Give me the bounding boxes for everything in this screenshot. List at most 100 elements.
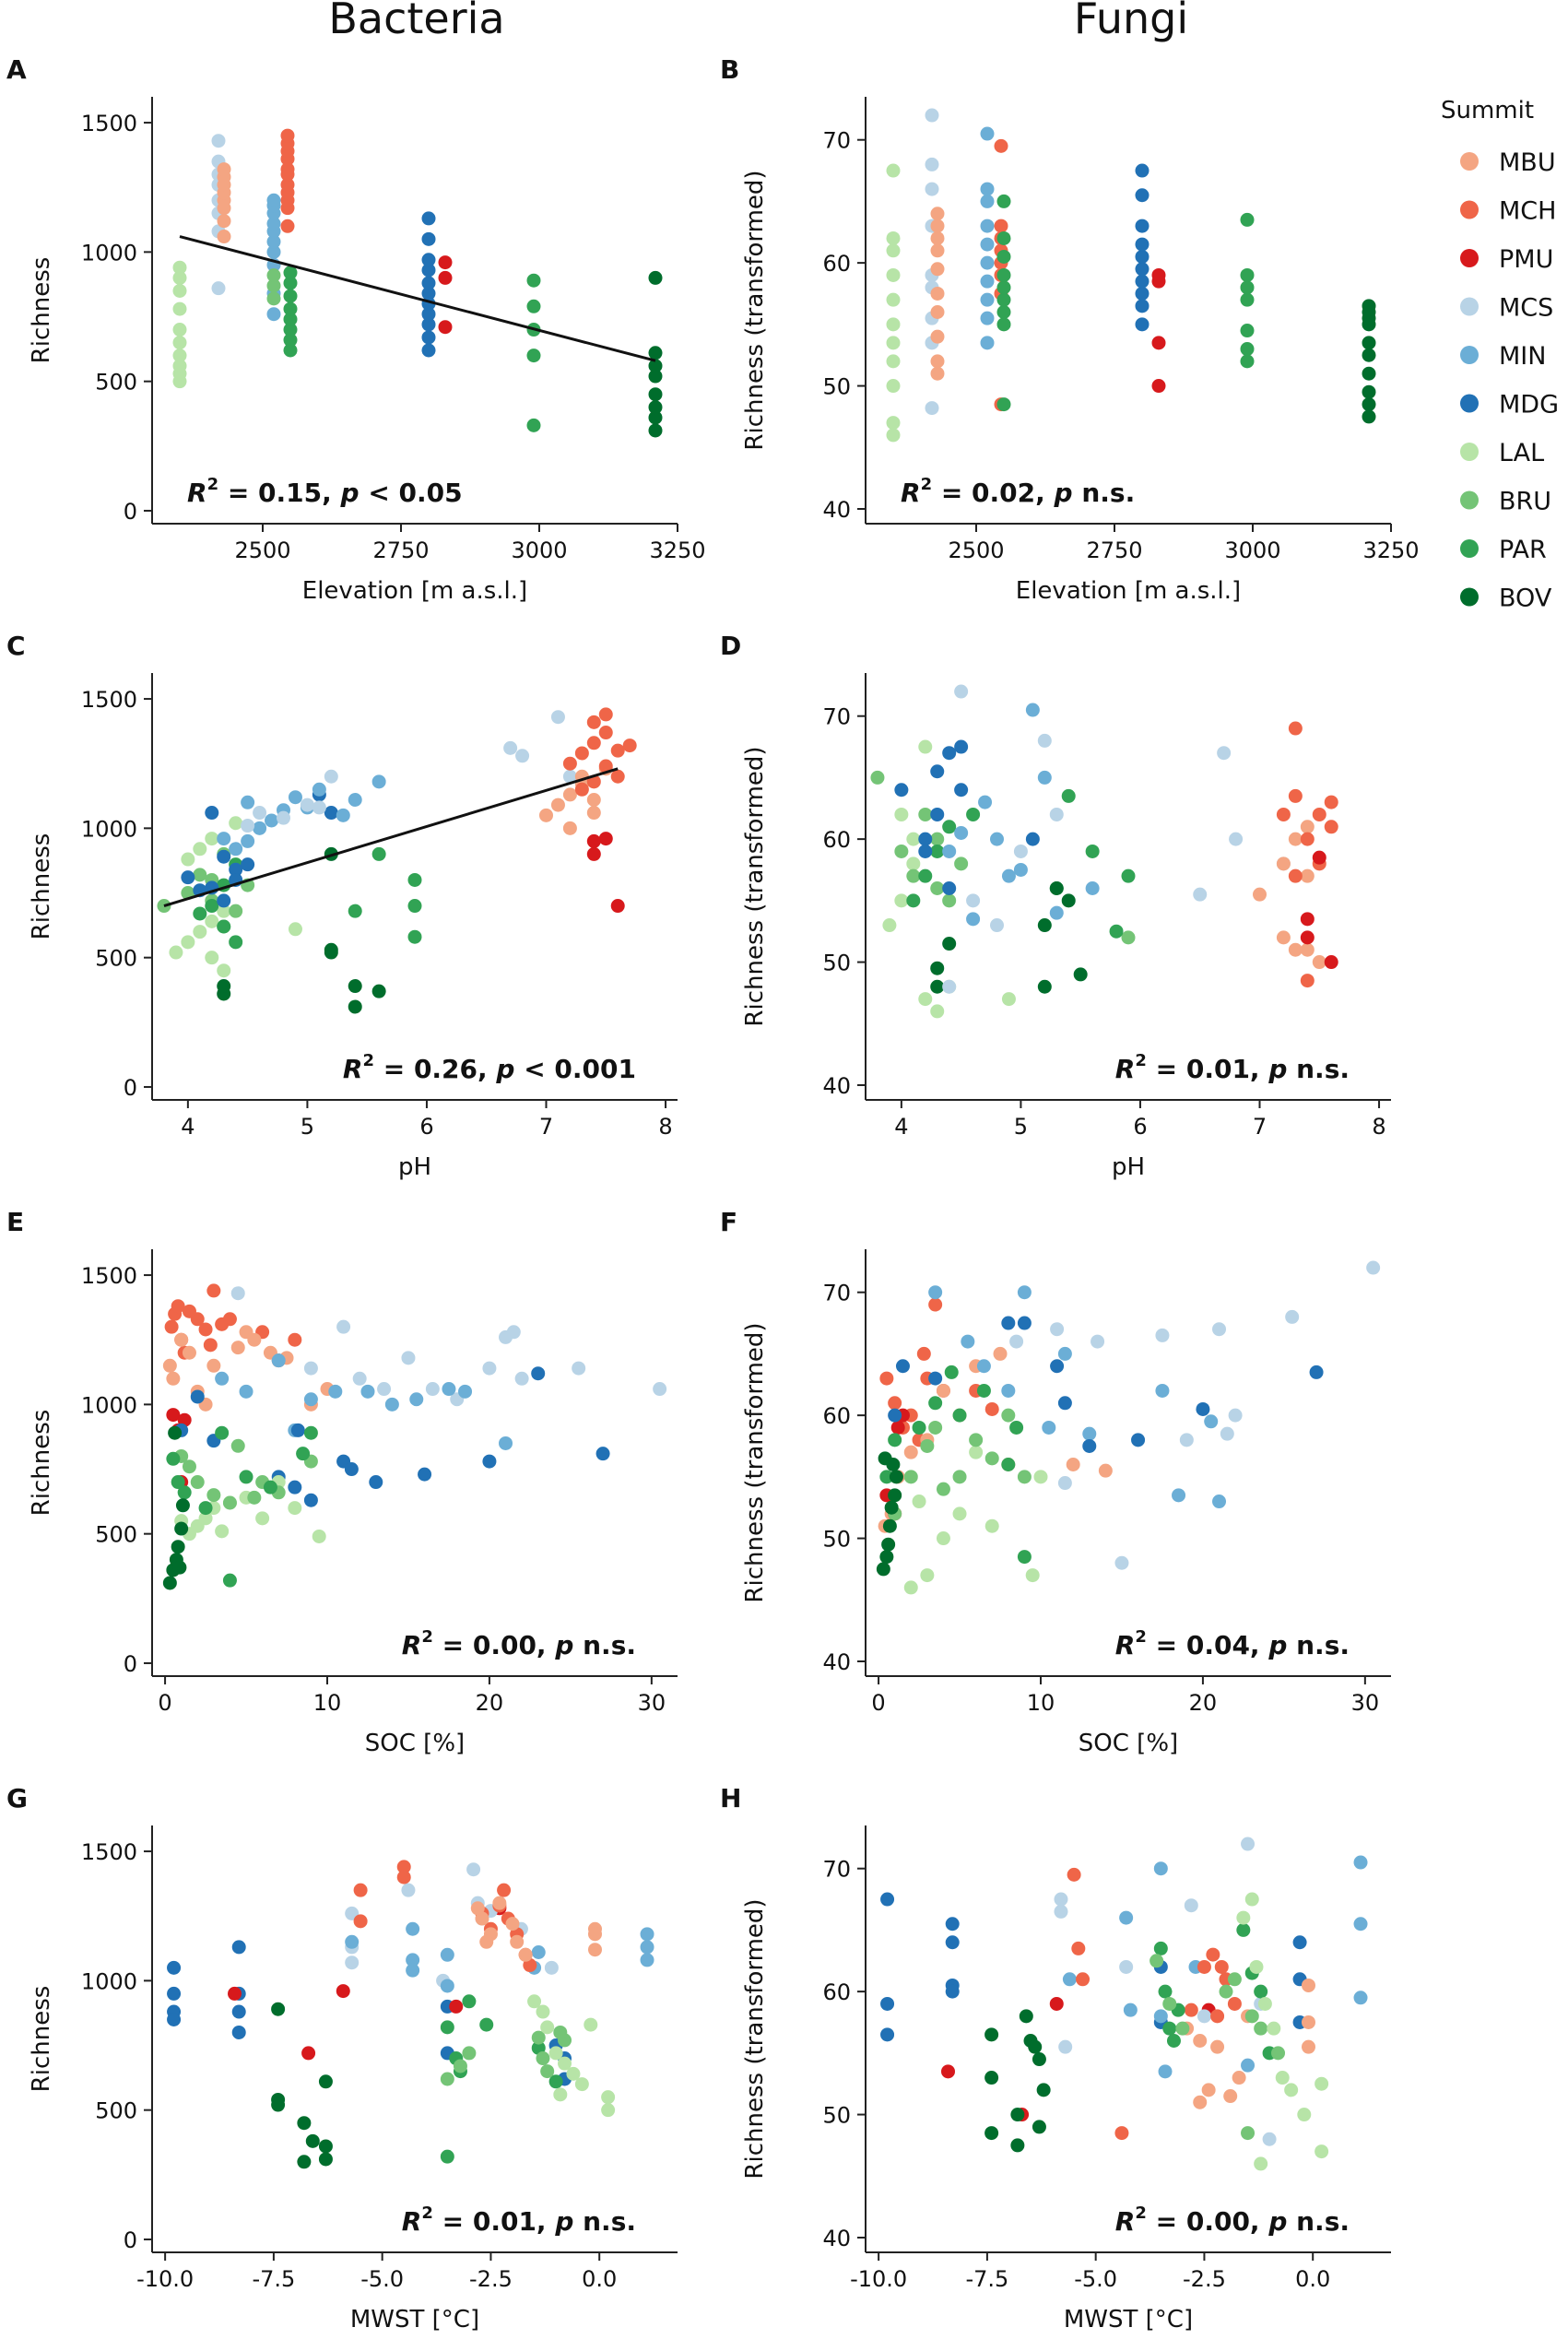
- panel-h-y-tick-label: 60: [822, 1979, 851, 2005]
- panel-a-point-lal: [172, 270, 187, 285]
- panel-g-point-min: [406, 1921, 420, 1936]
- panel-a-point-bov: [648, 270, 663, 285]
- panel-a-point-bov: [648, 346, 663, 360]
- panel-b-point-lal: [886, 163, 901, 178]
- panel-a-point-par: [283, 301, 298, 316]
- panel-d-point-mdg: [1025, 832, 1040, 846]
- panel-e-point-mcs: [352, 1371, 367, 1386]
- panel-f-point-mbu: [903, 1445, 918, 1459]
- panel-h-point-mch: [1184, 2002, 1198, 2017]
- panel-c-point-min: [288, 790, 302, 805]
- panel-g-point-mdg: [167, 1986, 182, 2001]
- panel-c-point-mdg: [324, 806, 338, 821]
- panel-e-point-par: [215, 1425, 230, 1440]
- panel-g-point-lal: [558, 2056, 572, 2071]
- panel-a-point-par: [526, 299, 541, 313]
- panel-h-y-tick-label: 40: [822, 2226, 851, 2251]
- panel-d-point-mbu: [1288, 832, 1303, 846]
- panel-c-point-min: [217, 832, 231, 846]
- panel-g-point-mbu: [475, 1911, 489, 1926]
- panel-e-point-mcs: [425, 1382, 440, 1397]
- panel-e-point-lal: [288, 1501, 302, 1516]
- panel-d-point-min: [954, 825, 969, 840]
- panel-f-point-min: [1001, 1383, 1016, 1398]
- panel-d-point-par: [1109, 924, 1124, 939]
- panel-h-x-tick-label: -5.0: [1074, 2266, 1117, 2292]
- panel-f-point-mcs: [1212, 1322, 1227, 1337]
- panel-g-point-mdg: [231, 2004, 246, 2019]
- panel-b-point-par: [1240, 267, 1255, 282]
- panel-d-letter: D: [720, 631, 741, 661]
- panel-b-point-mcs: [925, 157, 939, 171]
- panel-f-point-mcs: [1057, 1476, 1072, 1491]
- panel-d-point-lal: [1001, 992, 1016, 1007]
- panel-g-point-bov: [271, 2002, 286, 2016]
- panel-d-point-mdg: [918, 844, 933, 858]
- panel-g-y-tick-label: 0: [124, 2227, 137, 2253]
- panel-e-point-min: [215, 1371, 230, 1386]
- panel-e-y-tick-label: 500: [95, 1522, 137, 1548]
- panel-g-point-mdg: [231, 2025, 246, 2039]
- panel-h-point-mch: [1067, 1867, 1081, 1882]
- panel-f-point-min: [1057, 1346, 1072, 1361]
- panel-c-point-mcs: [503, 740, 518, 755]
- panel-g-point-lal: [601, 2090, 616, 2105]
- panel-h-point-mch: [1227, 1996, 1242, 2011]
- panel-c-point-min: [312, 782, 326, 797]
- panel-a-x-label: Elevation [m a.s.l.]: [302, 577, 527, 605]
- panel-f-point-lal: [969, 1445, 984, 1459]
- panel-a-point-mdg: [421, 253, 436, 267]
- panel-f-point-mcs: [1091, 1334, 1105, 1349]
- panel-h-point-par: [1162, 2021, 1177, 2036]
- panel-g-point-bru: [536, 2051, 550, 2066]
- panel-c-point-mch: [610, 743, 625, 758]
- panel-d-point-par: [1085, 844, 1100, 858]
- panel-e-point-mch: [222, 1312, 237, 1327]
- panel-g-point-bov: [318, 2152, 333, 2167]
- panel-f-point-lal: [952, 1506, 967, 1521]
- panel-d-point-bru: [870, 770, 885, 785]
- panel-d-point-bov: [1061, 893, 1076, 908]
- panel-h-point-bov: [1036, 2083, 1051, 2097]
- panel-h-point-mdg: [945, 1917, 960, 1932]
- panel-a-point-pmu: [438, 255, 453, 270]
- panel-a-point-par: [283, 266, 298, 280]
- panel-b-x-tick-label: 3250: [1362, 538, 1419, 563]
- panel-c-point-mbu: [586, 806, 601, 821]
- panel-f-point-mch: [916, 1346, 931, 1361]
- panel-a-point-bru: [266, 278, 281, 293]
- panel-d-point-mch: [1324, 820, 1338, 834]
- panel-h-point-bru: [1244, 2009, 1259, 2024]
- panel-d-y-tick-label: 70: [822, 704, 851, 730]
- panel-e-point-mcs: [482, 1361, 497, 1376]
- panel-d-point-bov: [942, 937, 957, 951]
- panel-f-point-mbu: [993, 1346, 1008, 1361]
- panel-f-point-bru: [903, 1470, 918, 1484]
- panel-d-point-mcs: [1037, 733, 1052, 748]
- panel-e-point-mdg: [418, 1467, 432, 1482]
- panel-f-point-min: [1204, 1414, 1219, 1429]
- panel-g-point-min: [531, 1944, 546, 1959]
- panel-e-point-bru: [247, 1490, 262, 1505]
- panel-c-point-pmu: [610, 899, 625, 914]
- panel-f-point-mdg: [1196, 1401, 1210, 1416]
- panel-e-point-lal: [312, 1529, 326, 1543]
- panel-f-point-par: [952, 1408, 967, 1423]
- panel-f-point-lal: [936, 1531, 950, 1546]
- panel-g-point-bov: [305, 2133, 320, 2148]
- panel-c-point-pmu: [586, 846, 601, 861]
- panel-f-point-mch: [984, 1401, 999, 1416]
- panel-f-letter: F: [720, 1207, 737, 1237]
- panel-b-point-mch: [994, 219, 1008, 233]
- panel-h-points: [880, 1837, 1368, 2171]
- panel-f-point-bru: [1001, 1408, 1016, 1423]
- panel-g-point-pmu: [228, 1986, 242, 2001]
- panel-b-point-mbu: [930, 207, 945, 221]
- column-title-fungi: Fungi: [1074, 0, 1188, 43]
- panel-e-point-par: [166, 1451, 181, 1466]
- panel-b-point-lal: [886, 336, 901, 350]
- panel-g-y-tick-label: 500: [95, 2098, 137, 2124]
- panel-g-point-mch: [523, 1958, 537, 1973]
- panel-g-point-mbu: [587, 1943, 602, 1957]
- panel-b-point-bov: [1362, 384, 1376, 399]
